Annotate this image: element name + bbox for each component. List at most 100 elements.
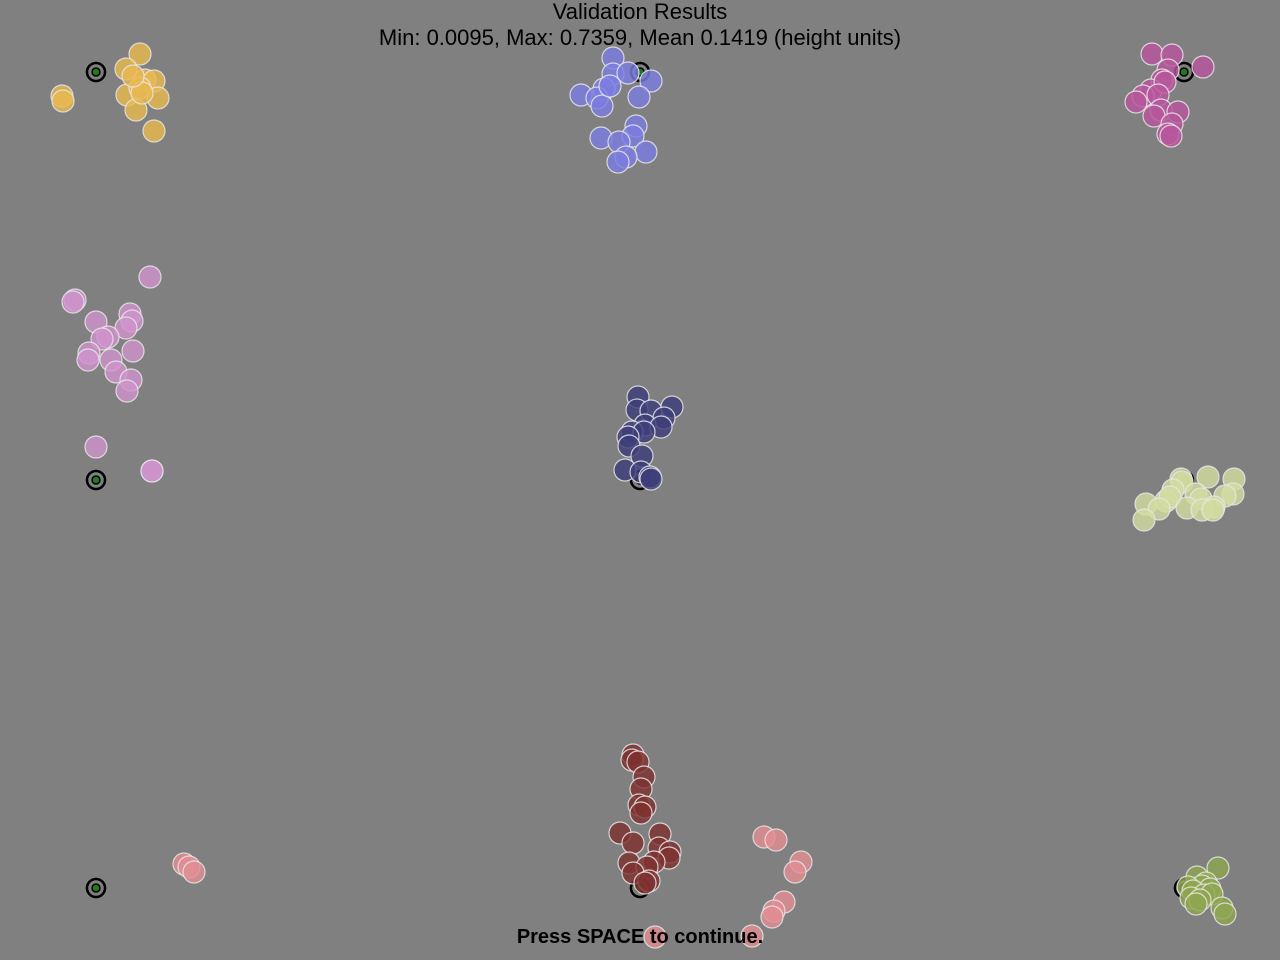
gaze-sample-point <box>96 325 120 349</box>
gaze-sample-point <box>124 98 148 122</box>
gaze-sample-point <box>114 316 138 340</box>
gaze-sample-point <box>658 840 682 864</box>
gaze-sample-point <box>621 743 645 767</box>
gaze-sample-point <box>762 899 786 923</box>
gaze-sample-point <box>592 77 616 101</box>
gaze-sample-point <box>629 460 653 484</box>
gaze-sample-point <box>772 890 796 914</box>
gaze-sample-point <box>625 398 649 422</box>
gaze-sample-point <box>657 846 681 870</box>
gaze-sample-point <box>1206 856 1230 880</box>
gaze-sample-point <box>104 360 128 384</box>
gaze-sample-point <box>1146 83 1170 107</box>
gaze-sample-point <box>177 855 201 879</box>
gaze-sample-point <box>146 86 170 110</box>
gaze-sample-point <box>642 850 666 874</box>
gaze-sample-point <box>142 69 166 93</box>
gaze-sample-point <box>1190 874 1214 898</box>
gaze-sample-point <box>63 288 87 312</box>
gaze-sample-point <box>647 836 671 860</box>
gaze-sample-point <box>90 327 114 351</box>
gaze-sample-point <box>1202 495 1226 519</box>
gaze-sample-point <box>620 748 644 772</box>
gaze-sample-point <box>632 420 656 444</box>
gaze-sample-point <box>1213 902 1237 926</box>
gaze-samples-layer <box>50 42 1246 949</box>
gaze-sample-point <box>606 150 630 174</box>
target-center <box>635 67 645 77</box>
gaze-sample-point <box>1124 90 1148 114</box>
gaze-sample-point <box>585 86 609 110</box>
gaze-sample-point <box>130 81 154 105</box>
gaze-sample-point <box>140 459 164 483</box>
gaze-sample-point <box>1156 58 1180 82</box>
page-title: Validation Results <box>552 0 728 24</box>
target-ring <box>85 61 107 83</box>
gaze-sample-point <box>621 831 645 855</box>
gaze-sample-point <box>1131 84 1155 108</box>
gaze-sample-point <box>128 76 152 100</box>
gaze-sample-point <box>1159 124 1183 148</box>
target-ring <box>629 877 651 899</box>
gaze-sample-point <box>77 341 101 365</box>
sample-series-5 <box>613 385 684 491</box>
gaze-sample-point <box>1181 879 1205 903</box>
gaze-sample-point <box>598 74 622 98</box>
gaze-sample-point <box>1169 467 1193 491</box>
gaze-sample-point <box>607 130 631 154</box>
gaze-sample-point <box>608 821 632 845</box>
gaze-sample-point <box>1170 470 1194 494</box>
gaze-sample-point <box>99 348 123 372</box>
gaze-sample-point <box>752 825 776 849</box>
gaze-sample-point <box>633 413 657 437</box>
gaze-sample-point <box>1191 55 1215 79</box>
sample-series-9 <box>1176 856 1237 926</box>
gaze-sample-point <box>639 69 663 93</box>
gaze-sample-point <box>1175 496 1199 520</box>
target-ring <box>1173 469 1195 491</box>
gaze-sample-point <box>590 94 614 118</box>
gaze-sample-point <box>1188 888 1212 912</box>
gaze-sample-point <box>118 302 142 326</box>
sample-series-7 <box>608 743 682 895</box>
gaze-sample-point <box>1149 98 1173 122</box>
gaze-sample-point <box>1176 875 1200 899</box>
target-center <box>91 475 101 485</box>
target-ring <box>629 61 651 83</box>
gaze-sample-point <box>1196 465 1220 489</box>
gaze-sample-point <box>84 435 108 459</box>
gaze-sample-point <box>121 64 145 88</box>
target-bottom-center <box>629 877 651 899</box>
gaze-sample-point <box>1154 489 1178 513</box>
gaze-sample-point <box>633 795 657 819</box>
target-ring <box>85 469 107 491</box>
gaze-sample-point <box>138 265 162 289</box>
gaze-sample-point <box>61 290 85 314</box>
gaze-sample-point <box>76 348 100 372</box>
gaze-sample-point <box>172 852 196 876</box>
gaze-sample-point <box>616 425 640 449</box>
gaze-sample-point <box>760 905 784 929</box>
gaze-sample-point <box>182 860 206 884</box>
target-top-left <box>85 61 107 83</box>
gaze-sample-point <box>660 395 684 419</box>
sample-series-6 <box>1132 465 1246 532</box>
gaze-sample-point <box>1194 871 1218 895</box>
gaze-sample-point <box>601 46 625 70</box>
gaze-sample-point <box>617 434 641 458</box>
target-middle-center <box>629 469 651 491</box>
gaze-sample-point <box>635 855 659 879</box>
gaze-sample-point <box>648 822 672 846</box>
gaze-sample-point <box>621 861 645 885</box>
gaze-sample-point <box>1192 883 1216 907</box>
gaze-sample-point <box>121 339 145 363</box>
gaze-sample-point <box>51 89 75 113</box>
gaze-sample-point <box>1190 498 1214 522</box>
gaze-sample-point <box>1184 482 1208 506</box>
target-center <box>91 67 101 77</box>
gaze-sample-point <box>1200 882 1224 906</box>
gaze-sample-point <box>627 793 651 817</box>
gaze-sample-point <box>789 850 813 874</box>
